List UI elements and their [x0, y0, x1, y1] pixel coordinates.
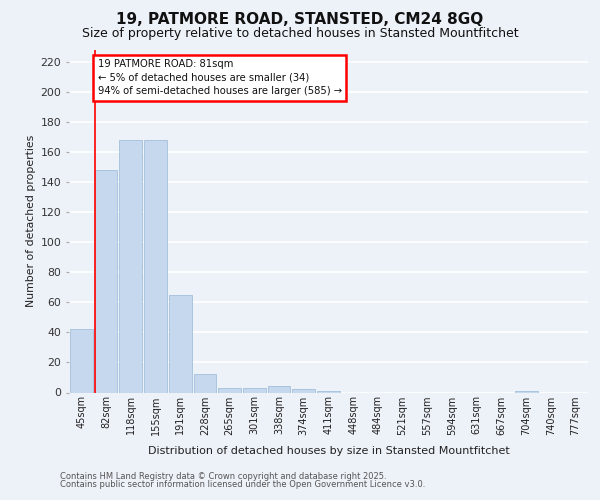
Bar: [218, 388, 241, 392]
Text: Contains HM Land Registry data © Crown copyright and database right 2025.: Contains HM Land Registry data © Crown c…: [60, 472, 386, 481]
X-axis label: Distribution of detached houses by size in Stansted Mountfitchet: Distribution of detached houses by size …: [148, 446, 509, 456]
Bar: [119, 140, 142, 392]
Bar: [515, 391, 538, 392]
Bar: [268, 386, 290, 392]
Bar: [144, 140, 167, 392]
Text: Size of property relative to detached houses in Stansted Mountfitchet: Size of property relative to detached ho…: [82, 28, 518, 40]
Bar: [194, 374, 216, 392]
Text: Contains public sector information licensed under the Open Government Licence v3: Contains public sector information licen…: [60, 480, 425, 489]
Bar: [70, 330, 93, 392]
Text: 19 PATMORE ROAD: 81sqm
← 5% of detached houses are smaller (34)
94% of semi-deta: 19 PATMORE ROAD: 81sqm ← 5% of detached …: [98, 59, 342, 96]
Y-axis label: Number of detached properties: Number of detached properties: [26, 135, 37, 308]
Bar: [95, 170, 118, 392]
Bar: [243, 388, 266, 392]
Bar: [169, 295, 191, 392]
Text: 19, PATMORE ROAD, STANSTED, CM24 8GQ: 19, PATMORE ROAD, STANSTED, CM24 8GQ: [116, 12, 484, 28]
Bar: [317, 391, 340, 392]
Bar: [292, 390, 315, 392]
